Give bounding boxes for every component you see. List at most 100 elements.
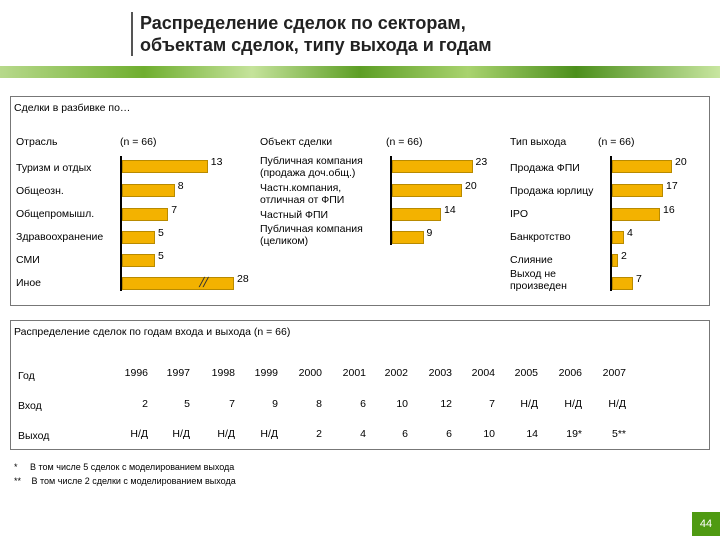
chart-n-label-2: (n = 66) — [386, 136, 423, 148]
category-label: Слияние — [510, 254, 553, 266]
category-label: Иное — [16, 277, 42, 289]
table-cell: Н/Д — [260, 428, 278, 440]
table-cell: 9 — [272, 398, 278, 410]
chart-panel-title: Сделки в разбивке по… — [14, 102, 131, 114]
category-label: Выход не произведен — [510, 268, 567, 292]
table-row-label: Вход — [18, 400, 42, 412]
table-cell: 6 — [360, 398, 366, 410]
table-col-header: 2006 — [558, 367, 582, 379]
category-label: Публичная компания (целиком) — [260, 223, 363, 247]
table-cell: 8 — [316, 398, 322, 410]
category-label: Туризм и отдых — [16, 162, 92, 174]
table-header-label: Год — [18, 370, 35, 382]
chart-title-3: Тип выхода — [510, 136, 567, 148]
table-cell: 5 — [184, 398, 190, 410]
table-cell: Н/Д — [217, 428, 235, 440]
table-cell: 2 — [316, 428, 322, 440]
table-cell: 14 — [526, 428, 538, 440]
chart-axis-1 — [120, 156, 122, 291]
bar — [392, 208, 441, 221]
bar-value-label: 16 — [663, 204, 675, 216]
table-cell: 2 — [142, 398, 148, 410]
bar — [392, 184, 462, 197]
category-label: Частный ФПИ — [260, 209, 329, 221]
table-col-header: 2001 — [342, 367, 366, 379]
bar-value-label: 13 — [210, 156, 223, 168]
table-cell: 6 — [446, 428, 452, 440]
table-cell: 19* — [566, 428, 582, 440]
bar-value-label: 20 — [675, 156, 687, 168]
category-label: IPO — [510, 208, 529, 220]
table-cell: 10 — [396, 398, 408, 410]
category-label: СМИ — [16, 254, 40, 266]
footnote-1-marker: * — [14, 462, 18, 472]
bar-value-label: 8 — [177, 180, 184, 192]
category-label: Частн.компания, отличная от ФПИ — [260, 182, 345, 206]
table-row-label: Выход — [18, 430, 50, 442]
chart-n-label-3: (n = 66) — [598, 136, 635, 148]
bar-value-label: 9 — [426, 227, 433, 239]
table-cell: Н/Д — [608, 398, 626, 410]
bar-value-label: 23 — [475, 156, 488, 168]
bar-value-label: 14 — [444, 204, 456, 216]
bar — [122, 184, 175, 197]
footnote-1: * В том числе 5 сделок с моделированием … — [14, 462, 234, 472]
table-cell: 12 — [440, 398, 452, 410]
bar — [122, 208, 169, 221]
table-cell: Н/Д — [564, 398, 582, 410]
category-label: Общеозн. — [16, 185, 64, 197]
bar — [122, 231, 155, 244]
table-panel-title: Распределение сделок по годам входа и вы… — [14, 326, 291, 338]
chart-n-label-1: (n = 66) — [120, 136, 157, 148]
bar-value-label: 7 — [636, 273, 642, 285]
table-col-header: 1998 — [211, 367, 235, 379]
table-col-header: 2003 — [428, 367, 452, 379]
table-col-header: 1997 — [166, 367, 190, 379]
footnote-1-text: В том числе 5 сделок с моделированием вы… — [30, 462, 235, 472]
bar-value-label: 28 — [237, 273, 249, 285]
bar — [612, 277, 633, 290]
table-col-header: 2000 — [298, 367, 322, 379]
bar-value-label: 20 — [465, 180, 477, 192]
category-label: Здравоохранение — [16, 231, 104, 243]
table-col-header: 1996 — [124, 367, 148, 379]
footnote-2-marker: ** — [14, 476, 22, 486]
bar-value-label: 5 — [158, 250, 164, 262]
bar — [392, 231, 424, 244]
bar-value-label: 2 — [621, 250, 627, 262]
table-cell: 10 — [483, 428, 495, 440]
table-cell: 7 — [489, 398, 495, 410]
table-col-header: 2007 — [602, 367, 626, 379]
chart-title-1: Отрасль — [16, 136, 58, 148]
bar — [612, 208, 660, 221]
page-number: 44 — [692, 512, 720, 536]
table-cell: Н/Д — [172, 428, 190, 440]
bar — [122, 277, 234, 290]
page-title: Распределение сделок по секторам, объект… — [140, 12, 492, 56]
table-col-header: 2005 — [514, 367, 538, 379]
bar — [612, 160, 672, 173]
category-label: Продажа ФПИ — [510, 162, 580, 174]
decorative-green-band — [0, 66, 720, 78]
bar — [122, 254, 155, 267]
bar — [122, 160, 208, 173]
table-cell: 5** — [611, 428, 626, 440]
category-label: Общепромышл. — [16, 208, 95, 220]
bar — [612, 231, 624, 244]
category-label: Публичная компания (продажа доч.общ.) — [260, 155, 363, 179]
title-line-1: Распределение сделок по секторам, — [140, 13, 466, 33]
bar — [392, 160, 473, 173]
table-col-header: 2002 — [384, 367, 408, 379]
bar-value-label: 7 — [171, 204, 178, 216]
table-cell: Н/Д — [520, 398, 538, 410]
bar-value-label: 5 — [158, 227, 164, 239]
footnote-2-text: В том числе 2 сделки с моделированием вы… — [31, 476, 236, 486]
chart-axis-3 — [610, 156, 612, 291]
bar-value-label: 17 — [666, 180, 678, 192]
bar-value-label: 4 — [627, 227, 633, 239]
table-col-header: 1999 — [254, 367, 278, 379]
bar — [612, 184, 663, 197]
chart-axis-2 — [390, 156, 392, 245]
category-label: Банкротство — [510, 231, 571, 243]
category-label: Продажа юрлицу — [510, 185, 594, 197]
